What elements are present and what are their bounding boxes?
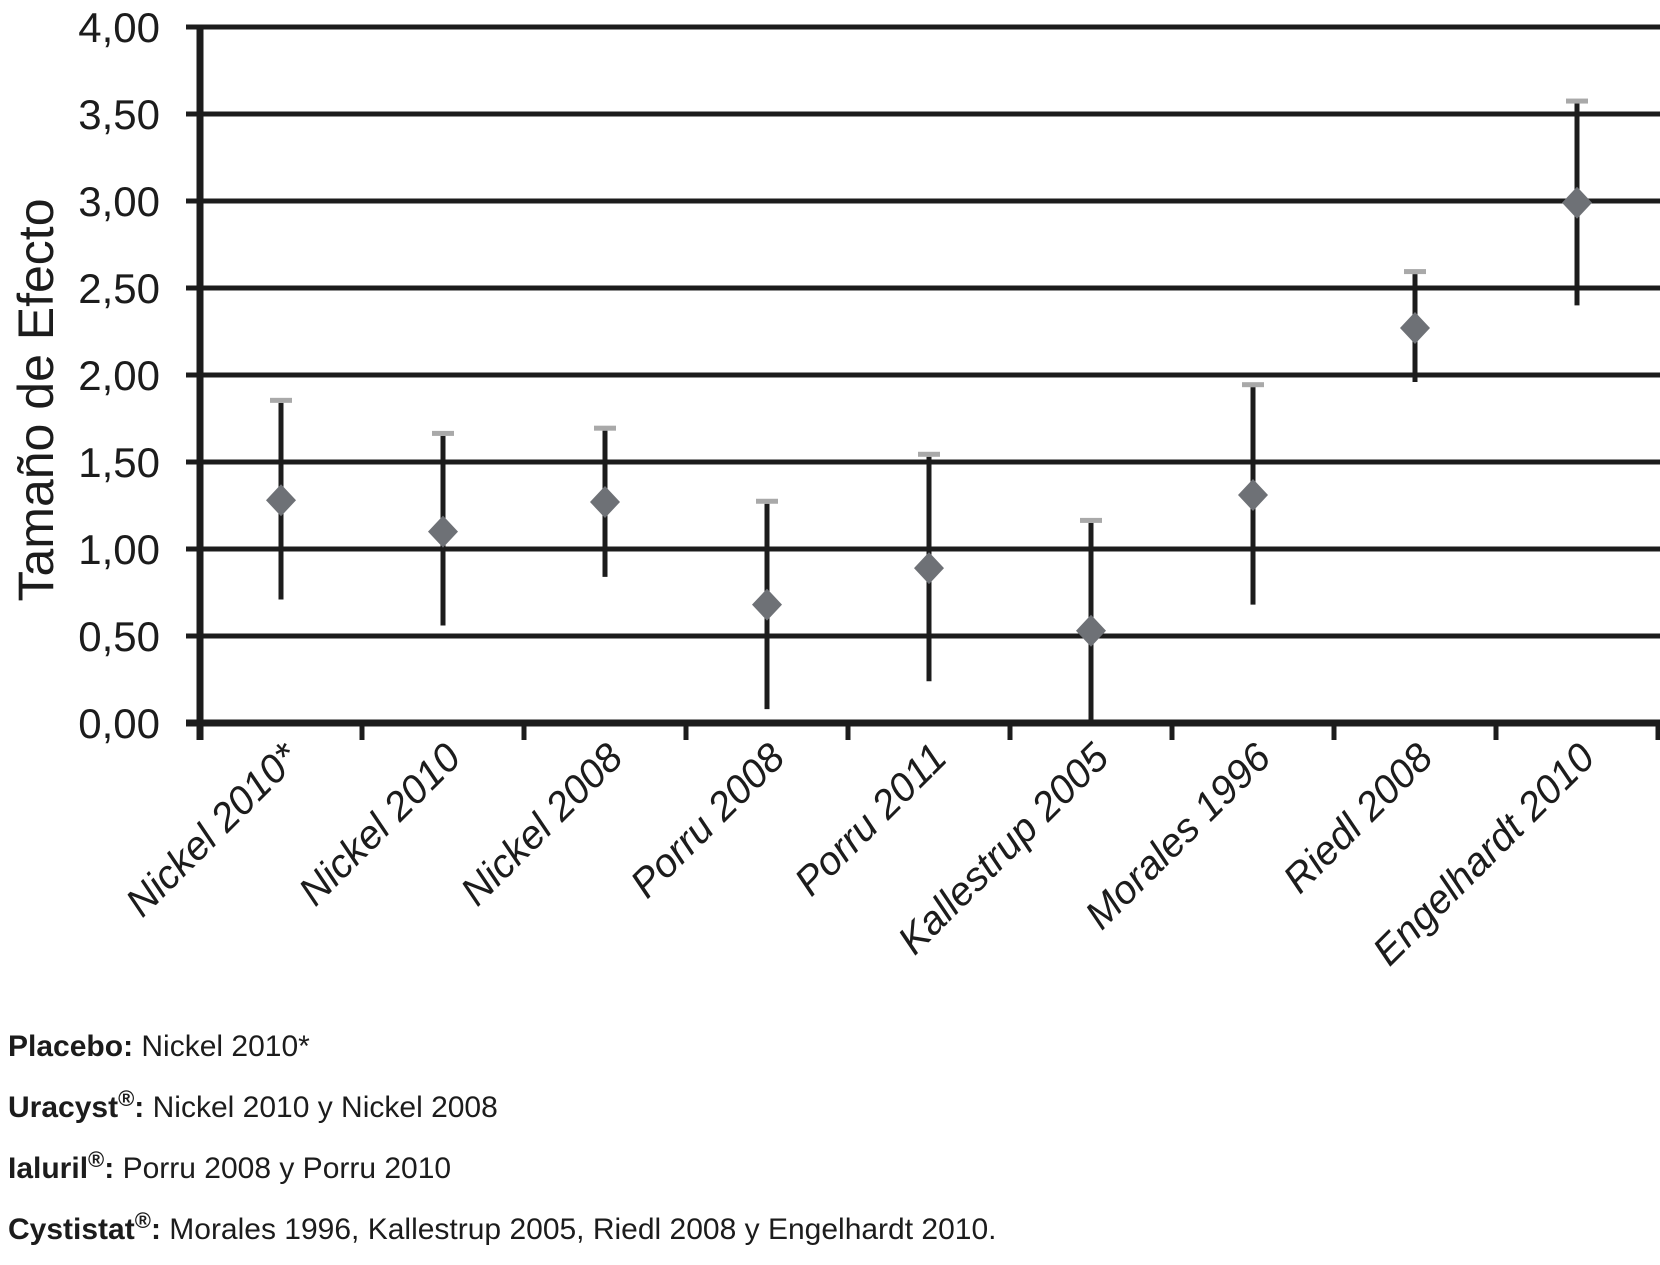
footnote-brand: Cystistat xyxy=(8,1213,135,1246)
footnote-colon: : xyxy=(134,1091,153,1124)
diamond-marker-icon xyxy=(1400,312,1430,345)
x-category-label: Nickel 2010 xyxy=(290,735,469,914)
x-category-label: Nickel 2010* xyxy=(117,734,308,925)
error-bar-caps xyxy=(270,98,1588,523)
y-axis-title: Tamaño de Efecto xyxy=(8,198,64,602)
y-tick-label: 0,00 xyxy=(78,700,160,747)
diamond-marker-icon xyxy=(1562,186,1592,219)
registered-mark-icon: ® xyxy=(134,1208,151,1233)
y-tick-label: 1,00 xyxy=(78,526,160,573)
error-cap-dash-icon xyxy=(1566,98,1588,104)
error-cap-dash-icon xyxy=(594,425,616,431)
footnote-line: Ialuril®: Porru 2008 y Porru 2010 xyxy=(8,1138,1648,1199)
gridlines xyxy=(186,24,1660,727)
footnote-studies: Nickel 2010* xyxy=(141,1030,310,1063)
footnote-line: Placebo: Nickel 2010* xyxy=(8,1016,1648,1077)
diamond-markers xyxy=(266,186,1592,647)
diamond-marker-icon xyxy=(914,552,944,585)
footnote-colon: : xyxy=(150,1213,170,1246)
footnote-studies: Nickel 2010 y Nickel 2008 xyxy=(152,1091,498,1124)
error-cap-dash-icon xyxy=(270,397,292,403)
y-tick-label: 2,00 xyxy=(78,352,160,399)
y-tick-label: 0,50 xyxy=(78,613,160,660)
registered-mark-icon: ® xyxy=(118,1086,135,1111)
footnote-studies: Morales 1996, Kallestrup 2005, Riedl 200… xyxy=(169,1213,997,1246)
footnote-line: Uracyst®: Nickel 2010 y Nickel 2008 xyxy=(8,1077,1648,1138)
footnote-brand: Uracyst xyxy=(8,1091,119,1124)
error-cap-dash-icon xyxy=(1242,382,1264,388)
diamond-marker-icon xyxy=(752,588,782,621)
y-tick-label: 4,00 xyxy=(78,4,160,51)
footnote-colon: : xyxy=(123,1030,142,1063)
x-category-label: Porru 2011 xyxy=(786,735,955,904)
error-cap-dash-icon xyxy=(756,498,778,504)
error-cap-dash-icon xyxy=(432,430,454,436)
diamond-marker-icon xyxy=(1076,614,1106,647)
y-tick-label: 3,00 xyxy=(78,178,160,225)
footnote-line: Cystistat®: Morales 1996, Kallestrup 200… xyxy=(8,1199,1648,1260)
error-cap-dash-icon xyxy=(1404,269,1426,275)
y-tick-label: 3,50 xyxy=(78,91,160,138)
error-cap-dash-icon xyxy=(918,451,940,457)
diamond-marker-icon xyxy=(590,486,620,519)
diamond-marker-icon xyxy=(266,484,296,517)
effect-size-chart: 0,00 0,50 1,00 1,50 2,00 2,50 3,00 3,50 4,00 Nick… xyxy=(78,4,1660,974)
x-category-label: Riedl 2008 xyxy=(1275,735,1442,902)
x-category-label: Porru 2008 xyxy=(622,735,794,907)
footnote-colon: : xyxy=(104,1152,123,1185)
footnote-block: Placebo: Nickel 2010* Uracyst®: Nickel 2… xyxy=(8,1016,1648,1260)
y-tick-label: 2,50 xyxy=(78,265,160,312)
y-tick-label: 1,50 xyxy=(78,439,160,486)
footnote-studies: Porru 2008 y Porru 2010 xyxy=(122,1152,452,1185)
diamond-marker-icon xyxy=(428,515,458,548)
footnote-brand: Placebo xyxy=(8,1030,124,1063)
error-cap-dash-icon xyxy=(1080,517,1102,523)
x-category-label: Nickel 2008 xyxy=(452,735,631,914)
error-bars xyxy=(278,103,1580,723)
axes xyxy=(196,27,1660,740)
diamond-marker-icon xyxy=(1238,479,1268,512)
y-tick-labels: 0,00 0,50 1,00 1,50 2,00 2,50 3,00 3,50 4,00 xyxy=(78,4,160,747)
registered-mark-icon: ® xyxy=(88,1147,105,1172)
footnote-brand: Ialuril xyxy=(8,1152,89,1185)
